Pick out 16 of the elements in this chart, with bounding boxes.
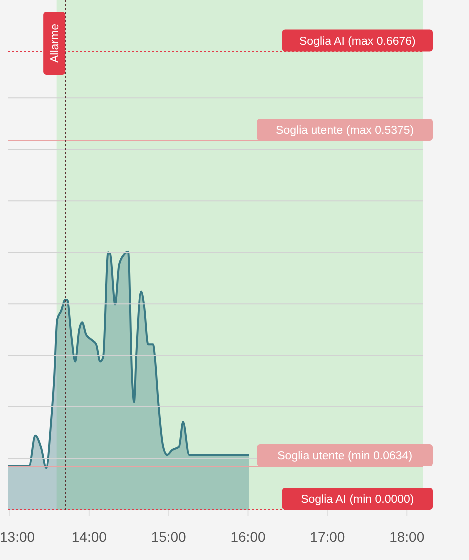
label-tag: Soglia AI (max 0.6676) [282, 30, 433, 52]
label-tag: Allarme [44, 12, 66, 75]
label-tag: Soglia utente (min 0.0634) [257, 444, 433, 466]
ref-line-label: Soglia utente (max 0.5375) [276, 125, 414, 138]
x-tick-label: 14:00 [72, 529, 108, 545]
x-tick-label: 16:00 [230, 529, 266, 545]
ref-line-label: Soglia utente (min 0.0634) [278, 450, 413, 462]
x-tick-label: 17:00 [310, 529, 346, 545]
label-tag: Soglia utente (max 0.5375) [257, 119, 433, 142]
x-tick-label: 15:00 [151, 529, 187, 545]
x-tick-label: 18:00 [390, 529, 425, 545]
ref-line-label: Soglia AI (min 0.0000) [301, 494, 414, 506]
label-tag: Soglia AI (min 0.0000) [282, 488, 433, 510]
ref-line-label: Soglia AI (max 0.6676) [300, 36, 416, 48]
ref-line-label: Allarme [50, 24, 62, 63]
x-tick-label: 13:00 [0, 529, 36, 545]
